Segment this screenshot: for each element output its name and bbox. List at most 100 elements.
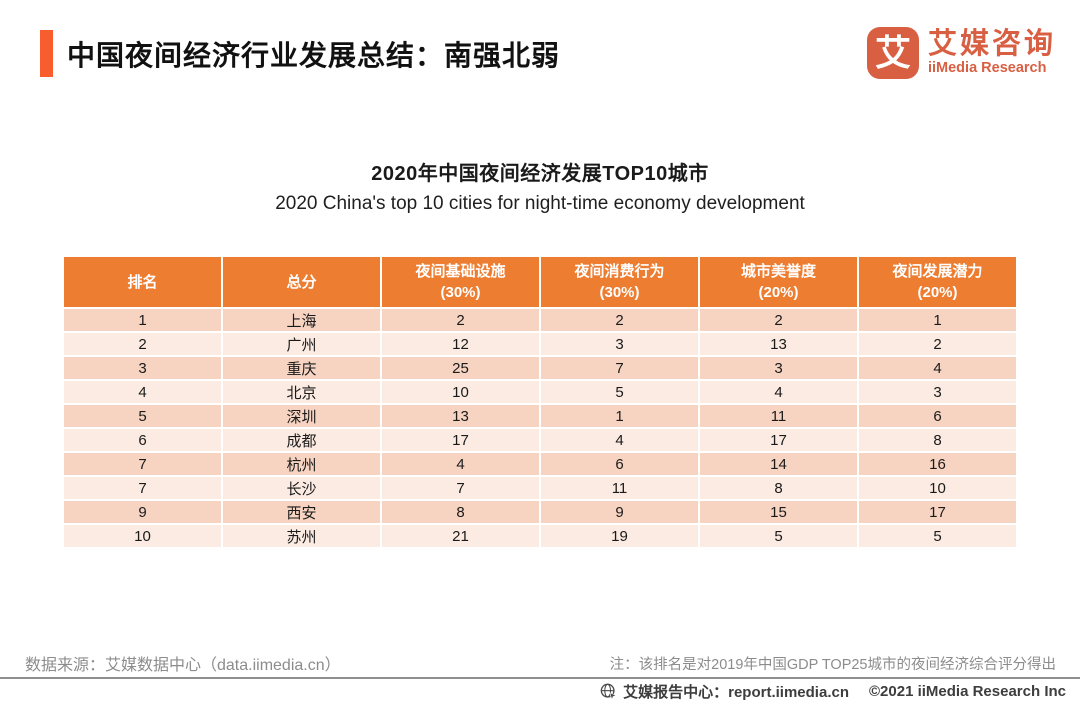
column-header-total-score: 总分 (221, 255, 382, 309)
table-cell: 1 (857, 307, 1018, 333)
table-cell: 4 (857, 355, 1018, 381)
table-cell: 9 (539, 499, 700, 525)
iimedia-logo-text: 艾媒咨询 iiMedia Research (927, 27, 1056, 77)
table-cell: 3 (698, 355, 859, 381)
ranking-method-note: 注：该排名是对2019年中国GDP TOP25城市的夜间经济综合评分得出 (609, 657, 1056, 673)
globe-icon (600, 683, 618, 700)
iimedia-logo: 艾 艾媒咨询 iiMedia Research (866, 27, 1056, 79)
table-cell: 8 (698, 475, 859, 501)
column-weight: (30%) (440, 284, 481, 301)
table-cell: 7 (539, 355, 700, 381)
table-cell: 7 (380, 475, 541, 501)
table-cell: 17 (857, 499, 1018, 525)
table-row: 1 上海 2 2 2 1 (62, 307, 1018, 333)
table-cell: 苏州 (221, 523, 382, 549)
table-row: 7 杭州 4 6 14 16 (62, 451, 1018, 477)
column-header-potential: 夜间发展潜力 (20%) (857, 255, 1018, 309)
table-cell: 2 (62, 331, 223, 357)
table-cell: 3 (857, 379, 1018, 405)
table-cell: 13 (380, 403, 541, 429)
data-source-note: 数据来源：艾媒数据中心（data.iimedia.cn） (25, 657, 341, 674)
table-cell: 3 (539, 331, 700, 357)
table-cell: 7 (62, 475, 223, 501)
table-cell: 2 (698, 307, 859, 333)
ranking-table: 排名 总分 夜间基础设施 (30%) 夜间消费行为 (30%) 城市美誉度 (62, 255, 1018, 549)
column-label: 排名 (127, 273, 158, 291)
table-cell: 深圳 (221, 403, 382, 429)
column-header-infrastructure: 夜间基础设施 (30%) (380, 255, 541, 309)
column-label: 夜间基础设施 (415, 263, 506, 280)
table-row: 4 北京 10 5 4 3 (62, 379, 1018, 405)
table-cell: 11 (698, 403, 859, 429)
chart-title: 2020年中国夜间经济发展TOP10城市 (371, 163, 709, 185)
table-cell: 12 (380, 331, 541, 357)
column-label: 总分 (286, 273, 317, 291)
table-cell: 5 (857, 523, 1018, 549)
table-cell: 上海 (221, 307, 382, 333)
table-cell: 2 (857, 331, 1018, 357)
iimedia-logo-icon: 艾 (866, 27, 919, 79)
table-cell: 4 (380, 451, 541, 477)
logo-name-en: iiMedia Research (927, 60, 1047, 77)
column-label: 城市美誉度 (740, 263, 816, 280)
report-center-text: 艾媒报告中心：report.iimedia.cn (623, 684, 849, 701)
table-cell: 2 (539, 307, 700, 333)
table-cell: 长沙 (221, 475, 382, 501)
table-cell: 10 (62, 523, 223, 549)
table-row: 5 深圳 13 1 11 6 (62, 403, 1018, 429)
column-weight: (20%) (758, 284, 799, 301)
table-cell: 5 (539, 379, 700, 405)
table-cell: 3 (62, 355, 223, 381)
table-cell: 8 (857, 427, 1018, 453)
table-cell: 5 (698, 523, 859, 549)
table-cell: 25 (380, 355, 541, 381)
column-header-reputation: 城市美誉度 (20%) (698, 255, 859, 309)
table-cell: 重庆 (221, 355, 382, 381)
table-cell: 15 (698, 499, 859, 525)
title-accent-bar (40, 30, 53, 77)
table-cell: 11 (539, 475, 700, 501)
table-header: 排名 总分 夜间基础设施 (30%) 夜间消费行为 (30%) 城市美誉度 (62, 255, 1018, 309)
column-header-consumption: 夜间消费行为 (30%) (539, 255, 700, 309)
copyright-text: ©2021 iiMedia Research Inc (869, 683, 1066, 700)
table-cell: 6 (539, 451, 700, 477)
table-cell: 9 (62, 499, 223, 525)
table-row: 10 苏州 21 19 5 5 (62, 523, 1018, 549)
table-cell: 7 (62, 451, 223, 477)
table-cell: 4 (62, 379, 223, 405)
table-cell: 4 (698, 379, 859, 405)
footer-divider (0, 677, 1080, 679)
table-cell: 21 (380, 523, 541, 549)
table-cell: 1 (62, 307, 223, 333)
table-row: 6 成都 17 4 17 8 (62, 427, 1018, 453)
table-cell: 19 (539, 523, 700, 549)
logo-name-cn: 艾媒咨询 (927, 27, 1056, 60)
table-cell: 西安 (221, 499, 382, 525)
column-header-rank: 排名 (62, 255, 223, 309)
column-weight: (30%) (599, 284, 640, 301)
table-cell: 17 (380, 427, 541, 453)
table-row: 9 西安 8 9 15 17 (62, 499, 1018, 525)
table-cell: 北京 (221, 379, 382, 405)
table-cell: 广州 (221, 331, 382, 357)
table-cell: 10 (380, 379, 541, 405)
table-cell: 14 (698, 451, 859, 477)
table-cell: 2 (380, 307, 541, 333)
footer-bar: 艾媒报告中心：report.iimedia.cn ©2021 iiMedia R… (600, 681, 1066, 702)
header-row: 排名 总分 夜间基础设施 (30%) 夜间消费行为 (30%) 城市美誉度 (62, 255, 1018, 309)
table-cell: 成都 (221, 427, 382, 453)
table-cell: 1 (539, 403, 700, 429)
table-row: 2 广州 12 3 13 2 (62, 331, 1018, 357)
column-weight: (20%) (917, 284, 958, 301)
table-cell: 6 (857, 403, 1018, 429)
page-title: 中国夜间经济行业发展总结：南强北弱 (67, 40, 561, 71)
table-cell: 4 (539, 427, 700, 453)
table-cell: 6 (62, 427, 223, 453)
table-cell: 杭州 (221, 451, 382, 477)
table-cell: 8 (380, 499, 541, 525)
table-cell: 5 (62, 403, 223, 429)
table-body: 1 上海 2 2 2 1 2 广州 12 3 13 2 3 重庆 25 7 3 (62, 307, 1018, 549)
column-label: 夜间发展潜力 (892, 263, 983, 280)
column-label: 夜间消费行为 (574, 263, 665, 280)
